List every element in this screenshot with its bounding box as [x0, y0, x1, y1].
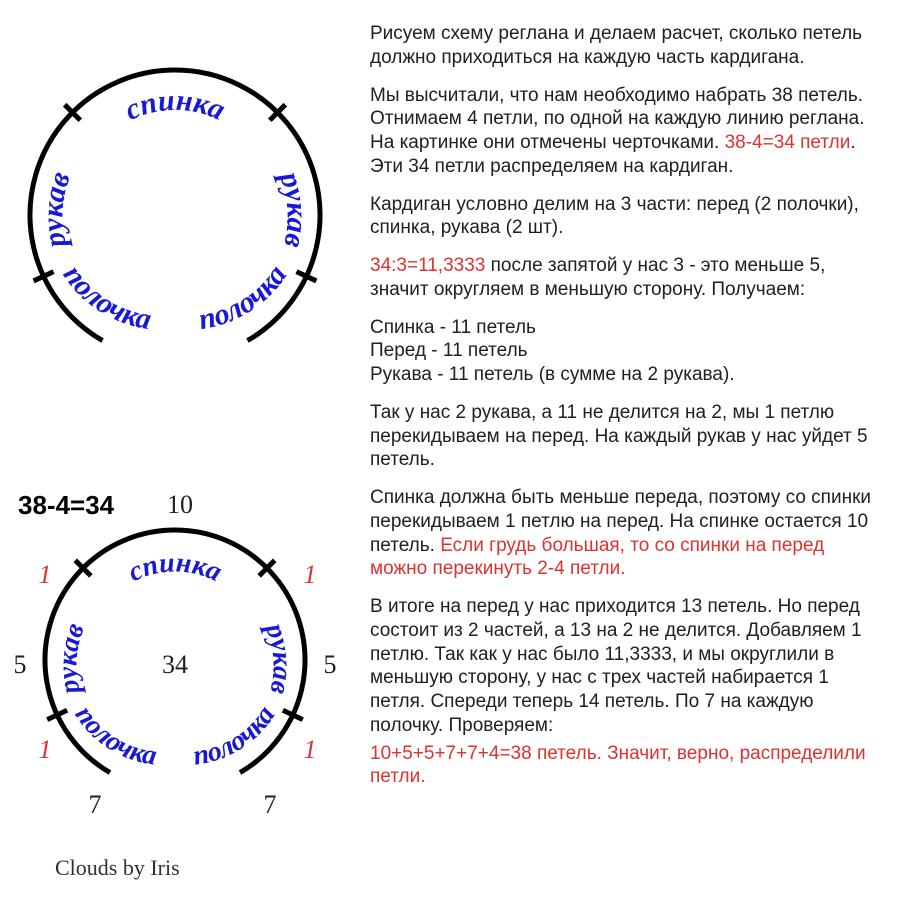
para-1: Рисуем схему реглана и делаем расчет, ск…: [370, 22, 880, 70]
label-sleeve-right: рукав: [272, 165, 314, 251]
tick-marks: [34, 105, 317, 281]
instruction-text: Рисуем схему реглана и делаем расчет, ск…: [370, 22, 880, 803]
label-sleeve-left: рукав: [52, 619, 91, 699]
num-left: 5: [14, 650, 27, 680]
diagram-1-svg: спинка рукав рукав полочка полочка: [0, 0, 360, 430]
num-one-tl: 1: [39, 560, 52, 590]
label-front-left: полочка: [69, 700, 159, 772]
label-front-left: полочка: [57, 259, 154, 336]
num-top: 10: [167, 490, 193, 520]
para-8: В итоге на перед у нас приходится 13 пет…: [370, 595, 880, 738]
label-back: спинка: [120, 84, 230, 127]
label-front-right: полочка: [191, 700, 281, 772]
para-9: 10+5+5+7+7+4=38 петель. Значит, верно, р…: [370, 742, 880, 790]
num-one-tr: 1: [304, 560, 317, 590]
raglan-diagram-2: спинка рукав рукав полочка полочка 10 34…: [0, 480, 360, 860]
para-7: Спинка должна быть меньше переда, поэтом…: [370, 486, 880, 581]
para-3: Кардиган условно делим на 3 части: перед…: [370, 193, 880, 241]
label-sleeve-left: рукав: [36, 168, 77, 254]
para-2: Мы высчитали, что нам необходимо набрать…: [370, 84, 880, 179]
para-4: 34:3=11,3333 после запятой у нас 3 - это…: [370, 254, 880, 302]
para-4-calc: 34:3=11,3333: [370, 255, 485, 276]
num-bottom-right: 7: [264, 790, 277, 820]
num-bottom-left: 7: [89, 790, 102, 820]
raglan-diagram-1: спинка рукав рукав полочка полочка: [0, 0, 360, 430]
num-center: 34: [162, 650, 188, 680]
para-5: Спинка - 11 петель Перед - 11 петель Рук…: [370, 316, 880, 387]
label-front-right: полочка: [196, 259, 293, 336]
num-one-br: 1: [304, 735, 317, 765]
para-2-calc: 38-4=34 петли: [725, 132, 851, 153]
label-sleeve-right: рукав: [259, 617, 298, 697]
num-right: 5: [324, 650, 337, 680]
para-6: Так у нас 2 рукава, а 11 не делится на 2…: [370, 401, 880, 472]
signature: Clouds by Iris: [55, 855, 180, 881]
num-one-bl: 1: [39, 735, 52, 765]
label-back: спинка: [124, 547, 227, 588]
